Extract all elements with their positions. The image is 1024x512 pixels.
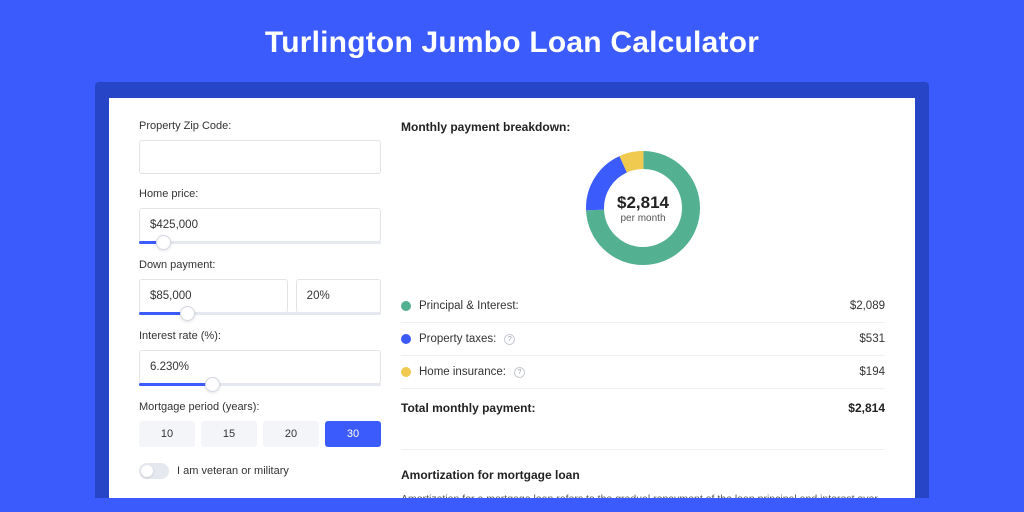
donut-sub: per month [620, 213, 665, 224]
calculator-panel: Property Zip Code: Home price: Down paym… [109, 98, 915, 498]
slider-thumb[interactable] [180, 306, 195, 321]
interest-rate-input[interactable] [139, 350, 381, 384]
interest-rate-field: Interest rate (%): [139, 330, 381, 387]
swatch-icon [401, 367, 411, 377]
results-column: Monthly payment breakdown: $2,814 per mo… [401, 120, 885, 498]
slider-track [139, 241, 381, 244]
slider-thumb[interactable] [156, 235, 171, 250]
help-icon[interactable]: ? [504, 334, 515, 345]
home-price-input[interactable] [139, 208, 381, 242]
interest-rate-label: Interest rate (%): [139, 330, 381, 342]
term-option-30[interactable]: 30 [325, 421, 381, 447]
breakdown-row: Principal & Interest: $2,089 [401, 290, 885, 322]
breakdown-list: Principal & Interest: $2,089 Property taxe… [401, 290, 885, 388]
amortization-block: Amortization for mortgage loan Amortizat… [401, 449, 885, 498]
term-option-15[interactable]: 15 [201, 421, 257, 447]
breakdown-row: Property taxes:? $531 [401, 322, 885, 355]
term-option-20[interactable]: 20 [263, 421, 319, 447]
home-price-label: Home price: [139, 188, 381, 200]
donut-chart-area: $2,814 per month [401, 148, 885, 268]
swatch-icon [401, 334, 411, 344]
zip-field: Property Zip Code: [139, 120, 381, 174]
calculator-panel-outer: Property Zip Code: Home price: Down paym… [95, 82, 929, 498]
slider-fill [139, 383, 212, 386]
total-label: Total monthly payment: [401, 401, 535, 415]
inputs-column: Property Zip Code: Home price: Down paym… [139, 120, 381, 498]
down-payment-label: Down payment: [139, 259, 381, 271]
breakdown-value: $2,089 [850, 300, 885, 312]
amortization-title: Amortization for mortgage loan [401, 468, 885, 482]
breakdown-total-row: Total monthly payment: $2,814 [401, 388, 885, 427]
mortgage-period-field: Mortgage period (years): 10152030 [139, 401, 381, 447]
donut-chart: $2,814 per month [583, 148, 703, 268]
mortgage-period-label: Mortgage period (years): [139, 401, 381, 413]
home-price-field: Home price: [139, 188, 381, 245]
donut-amount: $2,814 [617, 193, 669, 213]
breakdown-label: Principal & Interest: [419, 300, 519, 312]
term-option-10[interactable]: 10 [139, 421, 195, 447]
interest-rate-slider[interactable] [139, 383, 381, 387]
page-title: Turlington Jumbo Loan Calculator [0, 0, 1024, 82]
help-icon[interactable]: ? [514, 367, 525, 378]
donut-center: $2,814 per month [583, 148, 703, 268]
down-payment-percent-input[interactable] [296, 279, 381, 313]
breakdown-value: $194 [859, 366, 885, 378]
zip-input[interactable] [139, 140, 381, 174]
breakdown-value: $531 [859, 333, 885, 345]
veteran-row: I am veteran or military [139, 463, 381, 479]
veteran-label: I am veteran or military [177, 465, 289, 477]
slider-thumb[interactable] [205, 377, 220, 392]
down-payment-slider[interactable] [139, 312, 381, 316]
swatch-icon [401, 301, 411, 311]
home-price-slider[interactable] [139, 241, 381, 245]
down-payment-amount-input[interactable] [139, 279, 288, 313]
breakdown-label: Home insurance: [419, 366, 506, 378]
total-value: $2,814 [848, 401, 885, 415]
amortization-text: Amortization for a mortgage loan refers … [401, 492, 885, 498]
down-payment-field: Down payment: [139, 259, 381, 316]
breakdown-title: Monthly payment breakdown: [401, 120, 885, 134]
breakdown-label: Property taxes: [419, 333, 496, 345]
veteran-toggle[interactable] [139, 463, 169, 479]
breakdown-row: Home insurance:? $194 [401, 355, 885, 388]
zip-label: Property Zip Code: [139, 120, 381, 132]
mortgage-period-options: 10152030 [139, 421, 381, 447]
